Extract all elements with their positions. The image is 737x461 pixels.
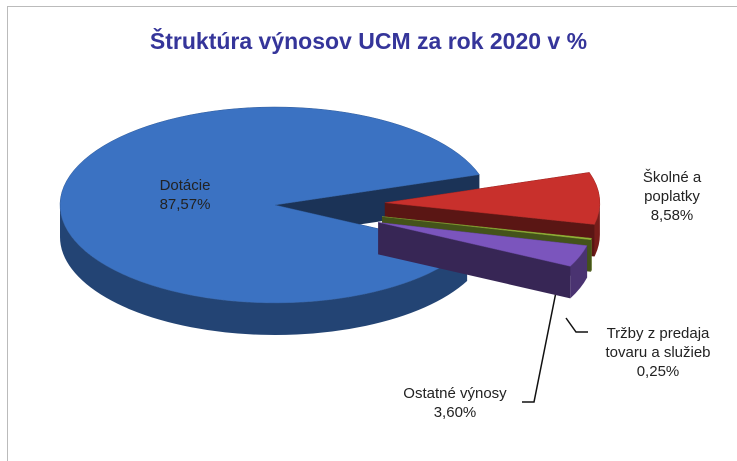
slice-side	[590, 238, 592, 272]
category-label: Ostatné výnosy	[403, 385, 507, 402]
slice-face	[378, 222, 571, 299]
chart-title: Štruktúra výnosov UCM za rok 2020 v %	[149, 28, 588, 54]
slice-label: Tržby z predaja tovaru a služieb 0,25%	[588, 324, 728, 381]
leader-line	[565, 317, 588, 333]
slice-side	[60, 205, 468, 335]
category-label: Školné a poplatky	[642, 169, 702, 205]
value-label: 87,57%	[159, 196, 211, 213]
leader-line	[522, 291, 557, 403]
value-label: 8,58%	[650, 207, 694, 224]
slice-label: Dotácie 87,57%	[125, 176, 245, 214]
slice	[384, 172, 601, 225]
slice-side	[594, 202, 600, 257]
slice-label: Ostatné výnosy 3,60%	[385, 384, 525, 422]
slice	[382, 216, 593, 241]
value-label: 3,60%	[433, 404, 477, 421]
slice-label: Školné a poplatky 8,58%	[622, 168, 722, 225]
value-label: 0,25%	[636, 363, 680, 380]
frame	[7, 6, 737, 461]
category-label: Tržby z predaja tovaru a služieb	[605, 325, 711, 361]
slice-side	[570, 245, 588, 299]
category-label: Dotácie	[159, 177, 211, 194]
slice	[59, 106, 480, 304]
slice	[378, 222, 588, 267]
pie	[59, 106, 601, 335]
